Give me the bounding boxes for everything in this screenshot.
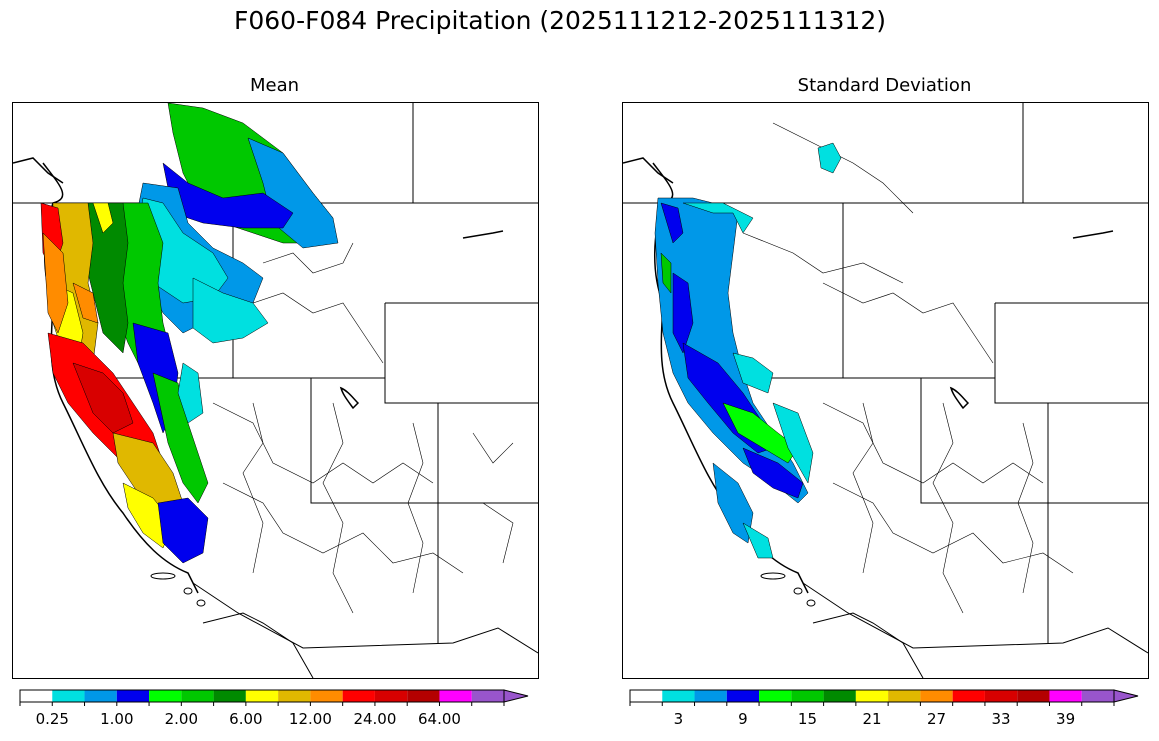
mean-colorbar-segment [20,690,53,702]
mean-colorbar-segment [84,690,117,702]
std-colorbar-segment [1049,690,1082,702]
mean-colorbar-segment [407,690,440,702]
std-colorbar-segment [823,690,856,702]
mean-colorbar-segment [245,690,279,702]
mean-colorbar-tick-label: 24.00 [353,710,397,728]
std-colorbar-segment [1017,690,1050,702]
std-colorbar-segment [920,690,953,702]
mean-colorbar-segment [471,690,504,702]
mean-colorbar-tick-label: 1.00 [100,710,134,728]
std-colorbar-tick-label: 3 [673,710,684,728]
mean-colorbar-segment [374,690,408,702]
std-colorbar-tick-label: 27 [926,710,947,728]
std-map [622,102,1149,679]
mean-colorbar-tick-label: 6.00 [229,710,263,728]
mean-colorbar [19,689,529,706]
std-colorbar-segment [759,690,792,702]
mean-colorbar-tick-label: 64.00 [417,710,461,728]
mean-colorbar-segment [181,690,214,702]
std-colorbar-outline [629,689,1115,703]
std-colorbar-segment [888,690,921,702]
std-colorbar-tick-label: 21 [862,710,882,728]
mean-colorbar-segment [116,690,150,702]
mean-colorbar-segment [342,690,375,702]
mean-colorbar-segment [310,690,343,702]
std-colorbar [629,689,1139,706]
std-panel-title: Standard Deviation [797,75,972,96]
mean-colorbar-segment [439,690,472,702]
std-colorbar-segment [694,690,727,702]
mean-colorbar-tick-label: 12.00 [288,710,332,728]
mean-colorbar-extend-arrow [503,689,529,703]
std-colorbar-segment [855,690,889,702]
std-colorbar-tick-label: 15 [797,710,817,728]
mean-colorbar-outline [19,689,505,703]
mean-colorbar-segment [278,690,311,702]
std-colorbar-extend-arrow [1113,689,1139,703]
mean-panel-title: Mean [249,75,300,96]
std-colorbar-segment [662,690,695,702]
std-colorbar-segment [726,690,760,702]
mean-colorbar-segment [149,690,182,702]
std-colorbar-segment [984,690,1018,702]
mean-colorbar-segment [213,690,246,702]
std-colorbar-tick-label: 33 [991,710,1011,728]
mean-colorbar-tick-label: 2.00 [164,710,199,728]
mean-map [12,102,539,679]
std-colorbar-segment [1081,690,1114,702]
std-colorbar-segment [630,690,663,702]
std-colorbar-tick-label: 9 [738,710,748,728]
mean-colorbar-segment [52,690,85,702]
mean-colorbar-tick-label: 0.25 [35,710,69,728]
figure-title: F060-F084 Precipitation (2025111212-2025… [233,6,886,35]
std-colorbar-tick-label: 39 [1056,710,1076,728]
std-colorbar-segment [791,690,824,702]
std-colorbar-segment [952,690,985,702]
